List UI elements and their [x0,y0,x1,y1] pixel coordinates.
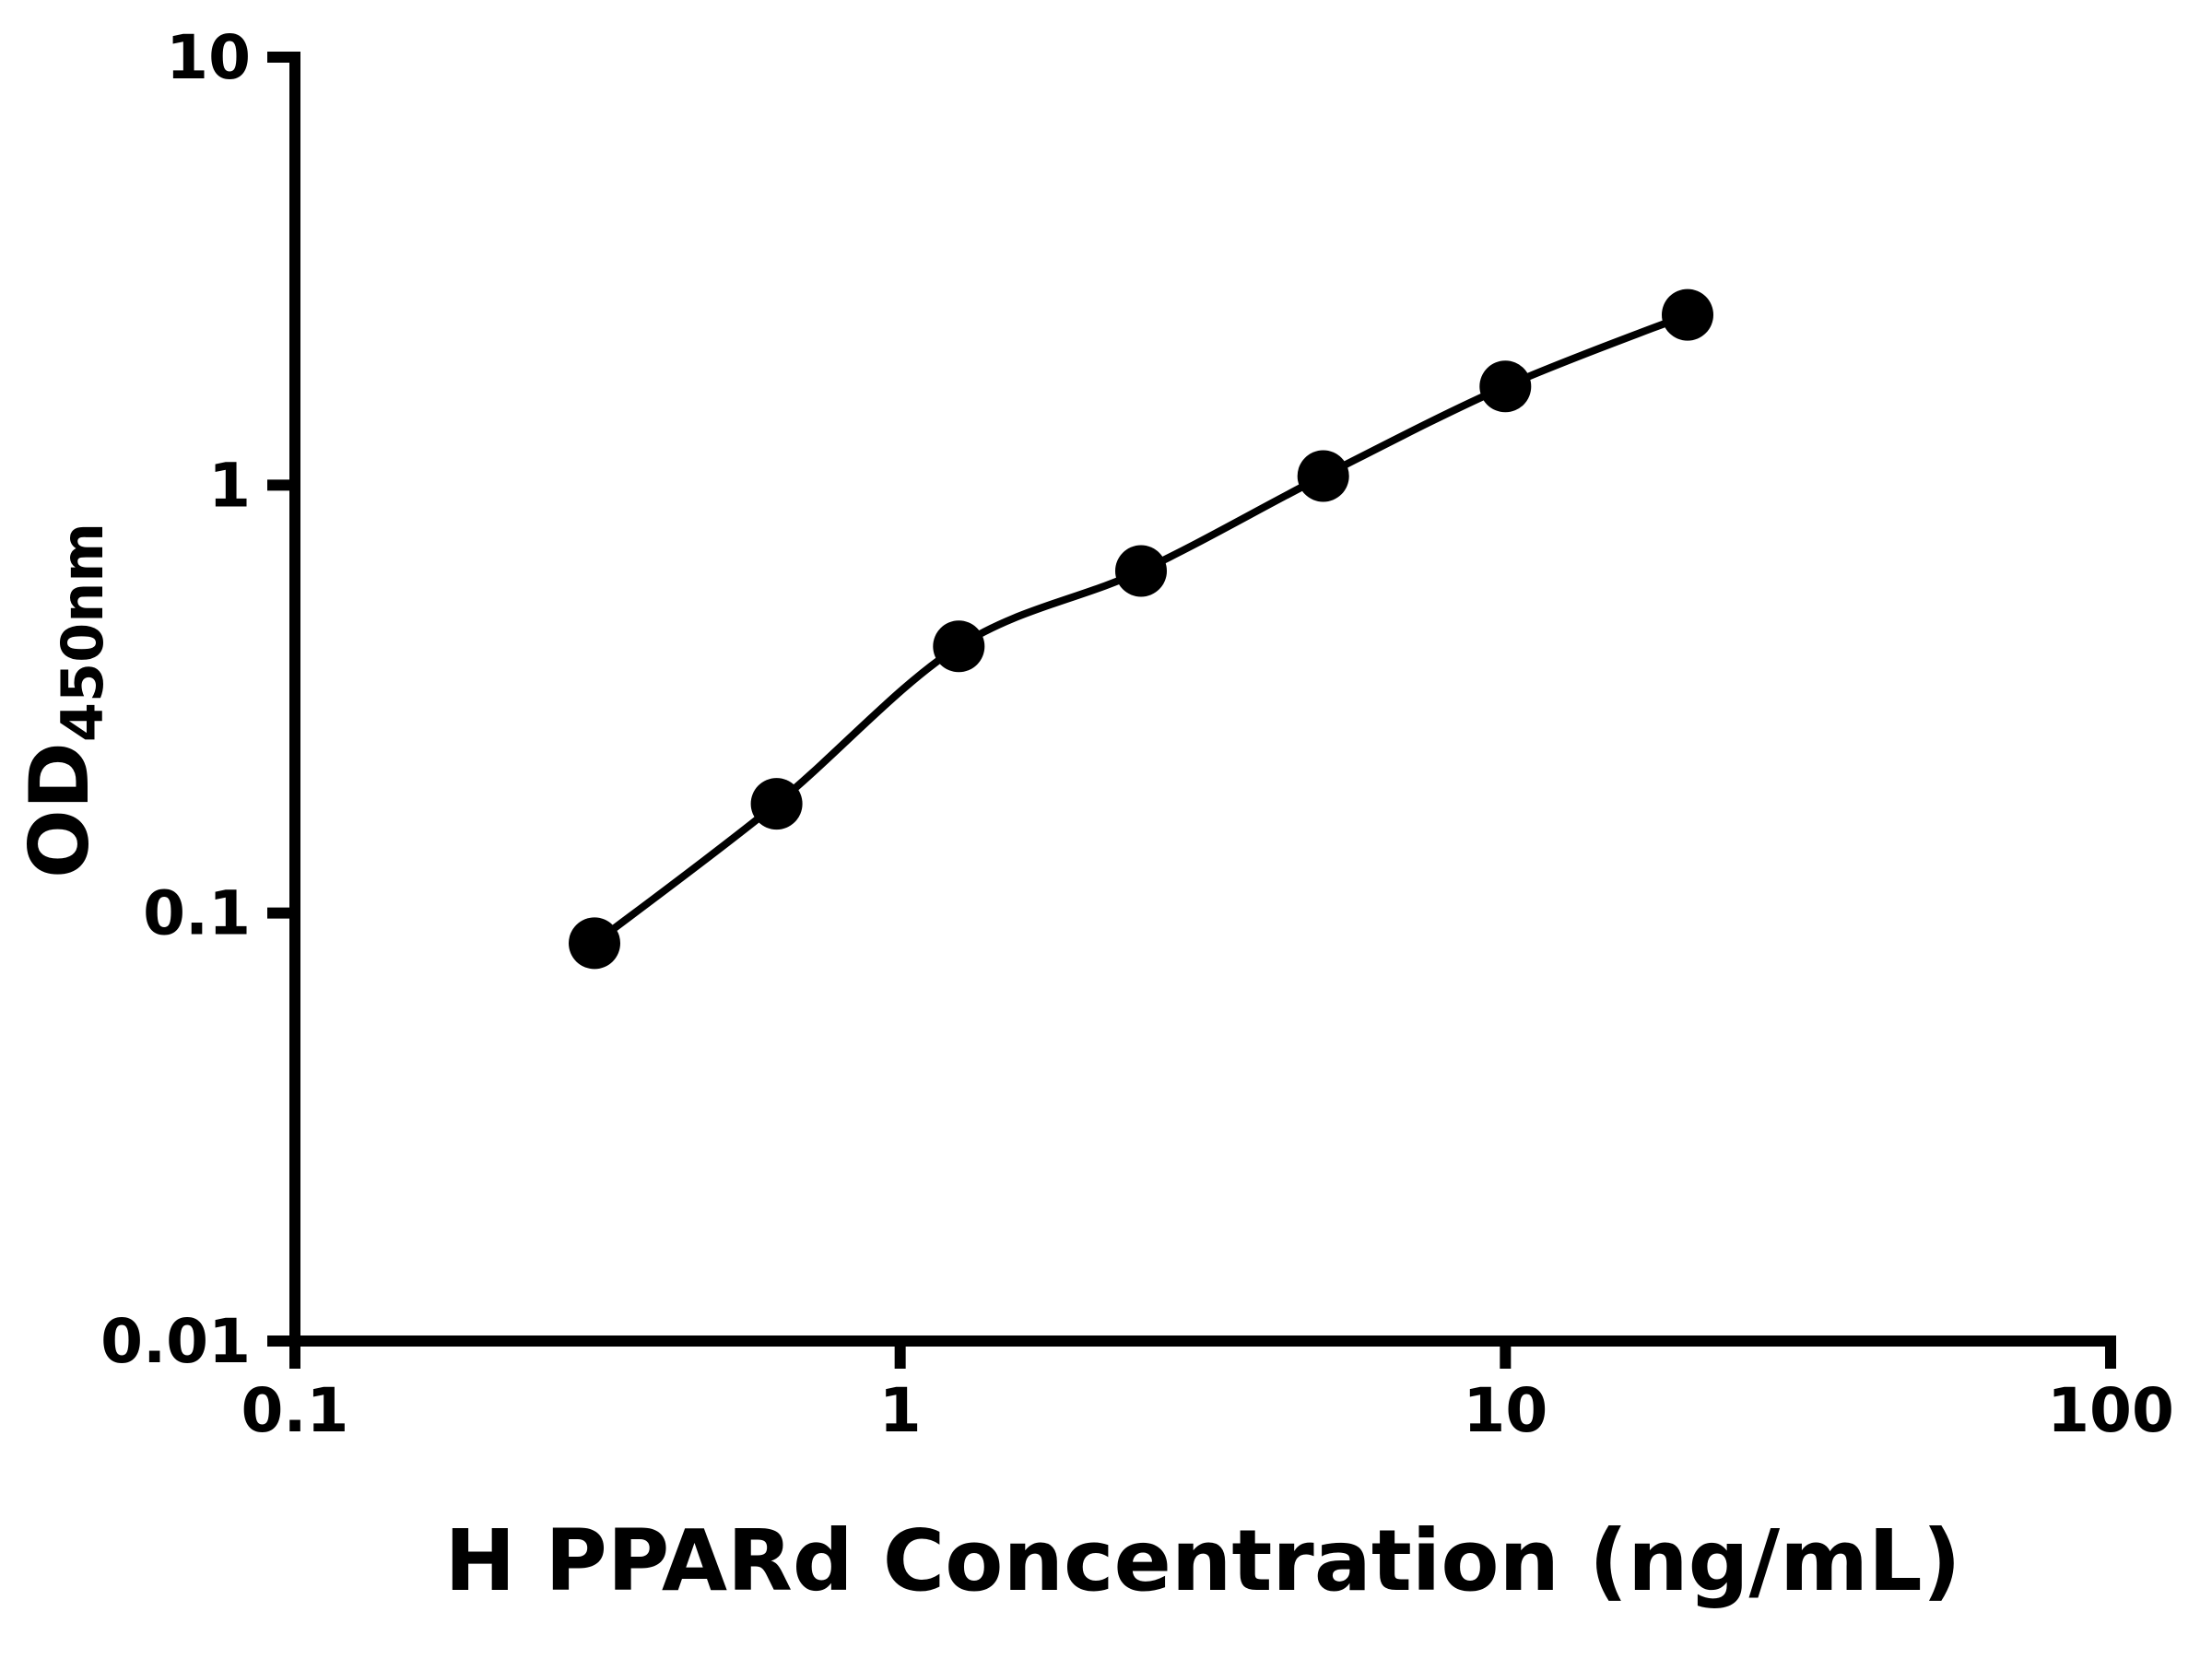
ticks-group [267,52,2116,1369]
data-point-marker [1297,450,1349,502]
x-tick-label: 10 [1463,1375,1547,1446]
y-tick-label: 10 [166,22,251,93]
y-tick-label: 0.1 [143,878,251,949]
fit-curve-group [591,311,1691,947]
data-point-marker [933,620,985,673]
axis-spines [289,52,2116,1347]
y-tick-label: 0.01 [100,1306,251,1377]
x-tick-label: 100 [2047,1375,2174,1446]
x-tick-label: 1 [879,1375,922,1446]
y-axis-title-base: OD [12,742,107,878]
y-axis-title: OD450nm [12,523,116,878]
data-points-group [569,288,1713,970]
data-point-marker [1479,360,1532,413]
x-axis-title: H PPARd Concentration (ng/mL) [444,1512,1960,1610]
fit-curve [591,311,1691,947]
y-tick-label: 1 [208,450,251,521]
data-point-marker [750,778,803,830]
y-axis-title-subscript: 450nm [49,523,116,742]
axes-group [289,52,2116,1347]
data-point-marker [1115,545,1167,597]
data-point-marker [569,917,620,970]
data-point-marker [1662,288,1713,341]
x-tick-label: 0.1 [241,1375,349,1446]
